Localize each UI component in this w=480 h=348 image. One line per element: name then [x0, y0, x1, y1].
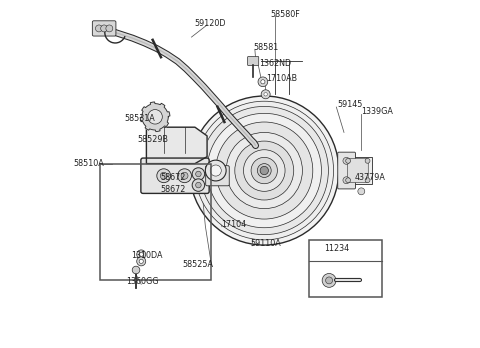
Text: 1360GG: 1360GG: [126, 277, 159, 286]
Circle shape: [192, 168, 204, 180]
Circle shape: [346, 158, 350, 163]
Circle shape: [137, 257, 146, 266]
Text: 11234: 11234: [324, 244, 349, 253]
FancyBboxPatch shape: [141, 158, 209, 193]
Text: 1362ND: 1362ND: [259, 58, 291, 68]
Text: 58581: 58581: [254, 43, 279, 52]
Circle shape: [258, 77, 268, 87]
Circle shape: [235, 141, 294, 200]
Circle shape: [322, 274, 336, 287]
Text: 58510A: 58510A: [73, 159, 104, 168]
Circle shape: [261, 80, 265, 84]
Text: 59110A: 59110A: [251, 239, 281, 248]
Circle shape: [251, 157, 277, 184]
Circle shape: [148, 110, 162, 124]
Circle shape: [190, 96, 339, 245]
Text: 58580F: 58580F: [270, 10, 300, 19]
Text: 43779A: 43779A: [354, 173, 385, 182]
Circle shape: [196, 171, 201, 177]
FancyBboxPatch shape: [206, 166, 229, 186]
Circle shape: [358, 188, 365, 195]
Text: 17104: 17104: [221, 220, 246, 229]
Bar: [100, 164, 211, 280]
Circle shape: [257, 164, 271, 177]
Circle shape: [343, 177, 350, 184]
Circle shape: [205, 160, 226, 181]
Text: 1339GA: 1339GA: [361, 107, 393, 116]
FancyBboxPatch shape: [248, 56, 259, 65]
Circle shape: [96, 25, 102, 32]
Circle shape: [139, 252, 144, 256]
Text: 59120D: 59120D: [195, 19, 226, 28]
FancyBboxPatch shape: [338, 152, 355, 189]
Text: 58672: 58672: [160, 185, 186, 194]
Text: 58529B: 58529B: [138, 135, 169, 144]
Circle shape: [178, 169, 192, 183]
Circle shape: [200, 106, 328, 235]
Text: 59145: 59145: [337, 100, 362, 109]
Circle shape: [216, 122, 313, 219]
Circle shape: [346, 178, 350, 183]
Circle shape: [243, 150, 285, 191]
Circle shape: [261, 90, 270, 99]
FancyBboxPatch shape: [92, 21, 116, 36]
Circle shape: [207, 113, 322, 228]
Circle shape: [160, 172, 167, 179]
Circle shape: [106, 25, 113, 32]
Circle shape: [264, 93, 267, 96]
Circle shape: [365, 178, 370, 183]
Bar: [309, 240, 382, 297]
Circle shape: [101, 25, 108, 32]
Text: 1310DA: 1310DA: [131, 251, 162, 260]
Bar: [344, 157, 372, 184]
FancyBboxPatch shape: [348, 158, 368, 183]
Circle shape: [343, 157, 350, 164]
Polygon shape: [140, 102, 170, 132]
Circle shape: [365, 158, 370, 163]
Circle shape: [137, 250, 146, 259]
Circle shape: [181, 172, 188, 179]
Circle shape: [195, 101, 334, 240]
Text: 58672: 58672: [160, 173, 186, 182]
Circle shape: [157, 169, 171, 183]
Circle shape: [192, 179, 204, 191]
Circle shape: [325, 277, 333, 284]
Circle shape: [196, 182, 201, 188]
Circle shape: [260, 166, 268, 175]
Circle shape: [226, 132, 302, 209]
Text: 58525A: 58525A: [183, 260, 214, 269]
Circle shape: [210, 165, 221, 176]
Polygon shape: [146, 127, 207, 164]
Text: 1710AB: 1710AB: [266, 74, 297, 83]
Text: 58531A: 58531A: [124, 114, 155, 123]
Circle shape: [139, 259, 144, 263]
Circle shape: [132, 266, 140, 274]
